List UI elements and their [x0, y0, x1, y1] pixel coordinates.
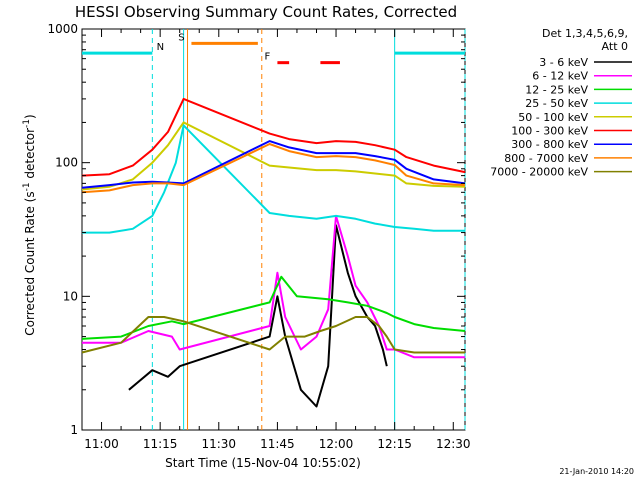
y-tick-label-0: 1 — [70, 423, 78, 437]
series-line-6 — [81, 140, 466, 189]
legend-label-2: 12 - 25 keV — [525, 83, 588, 96]
series-line-1 — [82, 214, 465, 359]
legend-label-1: 6 - 12 keV — [532, 70, 588, 83]
x-tick-label-4: 12:00 — [319, 437, 354, 451]
x-axis-label: Start Time (15-Nov-04 10:55:02) — [165, 456, 361, 470]
generated-timestamp: 21-Jan-2010 14:20 — [559, 467, 634, 476]
series-line-2 — [81, 275, 466, 340]
y-axis-label-part2: detector — [23, 128, 37, 183]
flag-layer: N S F — [82, 32, 465, 65]
series-layer — [81, 97, 466, 408]
series-line-8 — [81, 316, 465, 354]
y-axis-label: Corrected Count Rate (s-1 detector-1) — [22, 114, 37, 335]
y-tick-label-1: 10 — [63, 289, 78, 303]
series-line-7 — [81, 143, 466, 194]
legend-label-4: 50 - 100 keV — [518, 111, 588, 124]
legend-header-line1: Det 1,3,4,5,6,9, — [542, 27, 628, 40]
legend-header-line2: Att 0 — [602, 40, 628, 53]
legend-label-3: 25 - 50 keV — [525, 97, 588, 110]
x-tick-label-5: 12:15 — [377, 437, 412, 451]
legend-label-6: 300 - 800 keV — [511, 138, 588, 151]
legend-label-0: 3 - 6 keV — [539, 56, 588, 69]
flag-label-n: N — [157, 42, 164, 53]
x-tick-label-0: 11:00 — [84, 437, 119, 451]
legend-label-8: 7000 - 20000 keV — [490, 166, 588, 179]
series-line-0 — [128, 224, 388, 408]
plot-border — [81, 28, 466, 431]
y-axis-label-part3: ) — [23, 114, 37, 119]
y-tick-label-3: 1000 — [47, 22, 78, 36]
series-line-3 — [82, 124, 465, 234]
flag-label-f: F — [265, 52, 271, 63]
x-tick-label-3: 11:45 — [260, 437, 295, 451]
legend-label-7: 800 - 7000 keV — [504, 152, 588, 165]
plot-area — [81, 28, 466, 431]
x-tick-label-6: 12:30 — [436, 437, 471, 451]
series-line-5 — [81, 97, 466, 177]
y-axis-label-part1: Corrected Count Rate (s — [23, 191, 37, 335]
y-axis-label-sup2: -1 — [22, 119, 32, 128]
axis-layer: 11:00 11:15 11:30 11:45 12:00 12:15 12:30 1 10 10… — [47, 22, 470, 451]
y-tick-label-2: 100 — [55, 156, 78, 170]
flag-label-s: S — [178, 32, 184, 43]
x-tick-label-2: 11:30 — [201, 437, 236, 451]
y-axis-label-sup1: -1 — [22, 182, 32, 191]
series-line-4 — [81, 121, 466, 191]
vline-layer — [151, 29, 466, 430]
legend-label-5: 100 - 300 keV — [511, 125, 588, 138]
x-tick-label-1: 11:15 — [143, 437, 178, 451]
chart-title: HESSI Observing Summary Count Rates, Cor… — [75, 3, 457, 21]
